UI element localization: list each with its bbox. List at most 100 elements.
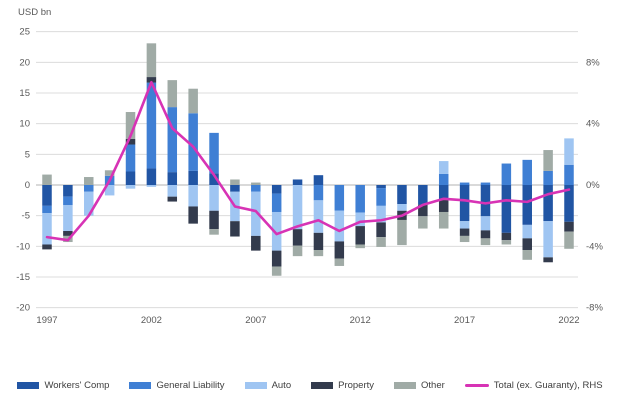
bar-segment xyxy=(501,232,512,241)
legend-item-other: Other xyxy=(394,380,445,391)
y-axis-tick-label: 10 xyxy=(19,119,30,130)
bar-segment xyxy=(251,235,261,251)
right-axis-tick-label: 0% xyxy=(586,180,600,191)
bar-segment xyxy=(104,185,115,196)
bar-segment xyxy=(188,170,198,185)
right-axis-tick-label: 4% xyxy=(586,119,600,130)
y-axis-unit-label: USD bn xyxy=(18,7,51,18)
legend-item-general-liability: General Liability xyxy=(129,380,225,391)
bar-segment xyxy=(376,185,386,189)
bar-segment xyxy=(209,210,219,230)
right-axis-tick-label: -4% xyxy=(586,241,603,252)
bar-segment xyxy=(209,185,219,211)
total-line-path xyxy=(45,80,571,242)
bar-segment xyxy=(480,230,491,239)
bar-segment xyxy=(438,211,449,229)
legend-item-auto: Auto xyxy=(244,380,292,391)
bar-segment xyxy=(167,107,178,173)
bar-segment xyxy=(209,132,219,174)
bar-segment xyxy=(313,200,324,233)
right-axis-tick-label: -8% xyxy=(586,303,603,314)
bar-segment xyxy=(146,82,157,169)
bar-segment xyxy=(564,164,574,185)
bar-segment xyxy=(84,185,94,192)
bar-segment xyxy=(334,210,345,242)
chart-legend: Workers' Comp General Liability Auto Proper… xyxy=(0,380,620,391)
legend-line-swatch xyxy=(464,384,489,387)
bar-segment xyxy=(271,250,282,267)
bar-segment xyxy=(63,185,73,197)
bar-segment xyxy=(522,238,532,251)
legend-item-workers-comp: Workers' Comp xyxy=(17,380,109,391)
bar-segment xyxy=(501,185,512,233)
bar-segment xyxy=(84,177,94,185)
bar-segment xyxy=(355,244,365,249)
bar-segment xyxy=(125,144,136,172)
bar-segment xyxy=(564,185,574,222)
left-axis-tick-labels: 25 20 15 10 5 0 -5 -10 -15 -20 xyxy=(16,27,30,314)
bar-segment xyxy=(564,138,574,165)
bar-segment xyxy=(146,185,157,187)
bar-segment xyxy=(292,245,303,257)
bar-segment xyxy=(167,172,178,185)
bar-segment xyxy=(146,43,157,78)
bar-segment xyxy=(334,185,345,211)
right-axis-tick-labels: 8% 4% 0% -4% -8% xyxy=(586,57,603,313)
bar-segment xyxy=(63,196,73,206)
bar-segment xyxy=(480,216,491,231)
bar-segment xyxy=(334,241,345,259)
legend-label: Workers' Comp xyxy=(44,380,110,391)
bar-segment xyxy=(42,185,52,206)
bar-segment xyxy=(376,188,386,206)
bar-segment xyxy=(480,182,491,185)
bar-segment xyxy=(125,112,136,140)
legend-item-property: Property xyxy=(311,380,374,391)
bar-segment xyxy=(501,163,512,185)
legend-label: Auto xyxy=(271,380,292,391)
bar-segment xyxy=(418,216,428,229)
legend-swatch xyxy=(129,382,152,389)
bar-segment xyxy=(230,185,240,192)
bar-segment xyxy=(459,185,470,222)
bar-segment xyxy=(63,230,73,236)
bar-segment xyxy=(376,205,386,223)
bar-segment xyxy=(376,222,386,238)
total-line xyxy=(45,80,571,242)
x-axis-tick-label: 2022 xyxy=(558,315,579,326)
bar-segment xyxy=(355,212,365,227)
y-axis-tick-label: -10 xyxy=(16,241,30,252)
bar-segment xyxy=(167,185,178,197)
x-axis-tick-labels: 1997 2002 2007 2012 2017 2022 xyxy=(36,315,579,326)
x-axis-tick-label: 2007 xyxy=(245,315,266,326)
bar-segment xyxy=(271,266,282,276)
bar-segment xyxy=(501,240,512,245)
x-axis-tick-label: 2002 xyxy=(141,315,162,326)
bar-segment xyxy=(438,185,449,200)
bar-segment xyxy=(313,185,324,201)
legend-label: Property xyxy=(338,380,375,391)
legend-label: Other xyxy=(421,380,445,391)
bar-segment xyxy=(292,185,303,230)
bar-segment xyxy=(271,185,282,194)
bar-segment xyxy=(522,224,532,239)
bar-segment xyxy=(167,196,178,202)
bar-segment xyxy=(522,250,532,260)
bar-segment xyxy=(355,226,365,245)
bar-segment xyxy=(522,159,532,185)
bar-segment xyxy=(292,179,303,185)
x-axis-tick-label: 2017 xyxy=(454,315,475,326)
bar-segment xyxy=(543,150,553,171)
bar-segment xyxy=(543,170,553,185)
bar-segment xyxy=(230,179,240,185)
bar-segment xyxy=(438,173,449,185)
legend-swatch xyxy=(311,382,334,389)
x-axis-tick-label: 2012 xyxy=(350,315,371,326)
bar-segment xyxy=(63,205,73,231)
bar-segment xyxy=(292,229,303,246)
bar-segment xyxy=(188,88,198,114)
bar-segment xyxy=(188,206,198,224)
legend-label: Total (ex. Guaranty), RHS xyxy=(493,380,603,391)
bar-segment xyxy=(230,221,240,237)
